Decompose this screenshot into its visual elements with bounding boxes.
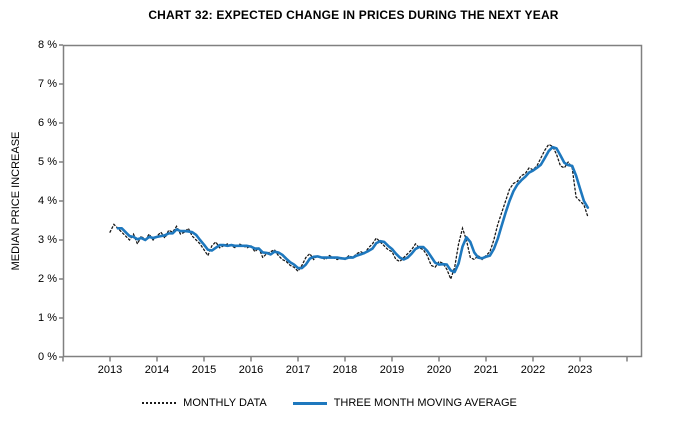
chart-legend: MONTHLY DATA THREE MONTH MOVING AVERAGE: [0, 397, 659, 409]
x-tick-label: 2017: [285, 364, 311, 376]
y-tick-label: 8 %: [38, 39, 57, 51]
x-tick-label: 2023: [567, 364, 593, 376]
y-tick-label: 4 %: [38, 195, 57, 207]
y-tick-label: 2 %: [38, 273, 57, 285]
y-tick-label: 6 %: [38, 117, 57, 129]
legend-label-moving-average: THREE MONTH MOVING AVERAGE: [333, 397, 517, 409]
legend-item-moving-average: THREE MONTH MOVING AVERAGE: [292, 397, 517, 409]
plot-frame: [62, 44, 643, 358]
legend-item-monthly-data: MONTHLY DATA: [142, 397, 267, 409]
solid-line-sample-icon: [292, 401, 327, 405]
y-tick-label: 5 %: [38, 156, 57, 168]
x-tick-label: 2022: [520, 364, 546, 376]
x-tick-label: 2014: [144, 364, 170, 376]
dotted-line-sample-icon: [142, 402, 177, 404]
x-tick-label: 2020: [426, 364, 452, 376]
x-tick-label: 2021: [473, 364, 499, 376]
x-tick-label: 2015: [191, 364, 217, 376]
x-tick-label: 2013: [97, 364, 123, 376]
x-tick-label: 2019: [379, 364, 405, 376]
y-tick-label: 1 %: [38, 312, 57, 324]
three-month-moving-average-line: [116, 145, 590, 274]
y-tick-label: 3 %: [38, 234, 57, 246]
y-tick-label: 0 %: [38, 351, 57, 363]
x-tick-label: 2016: [238, 364, 264, 376]
y-tick-label: 7 %: [38, 78, 57, 90]
x-tick-label: 2018: [332, 364, 358, 376]
legend-label-monthly-data: MONTHLY DATA: [183, 397, 267, 409]
chart-title: CHART 32: EXPECTED CHANGE IN PRICES DURI…: [148, 8, 559, 22]
